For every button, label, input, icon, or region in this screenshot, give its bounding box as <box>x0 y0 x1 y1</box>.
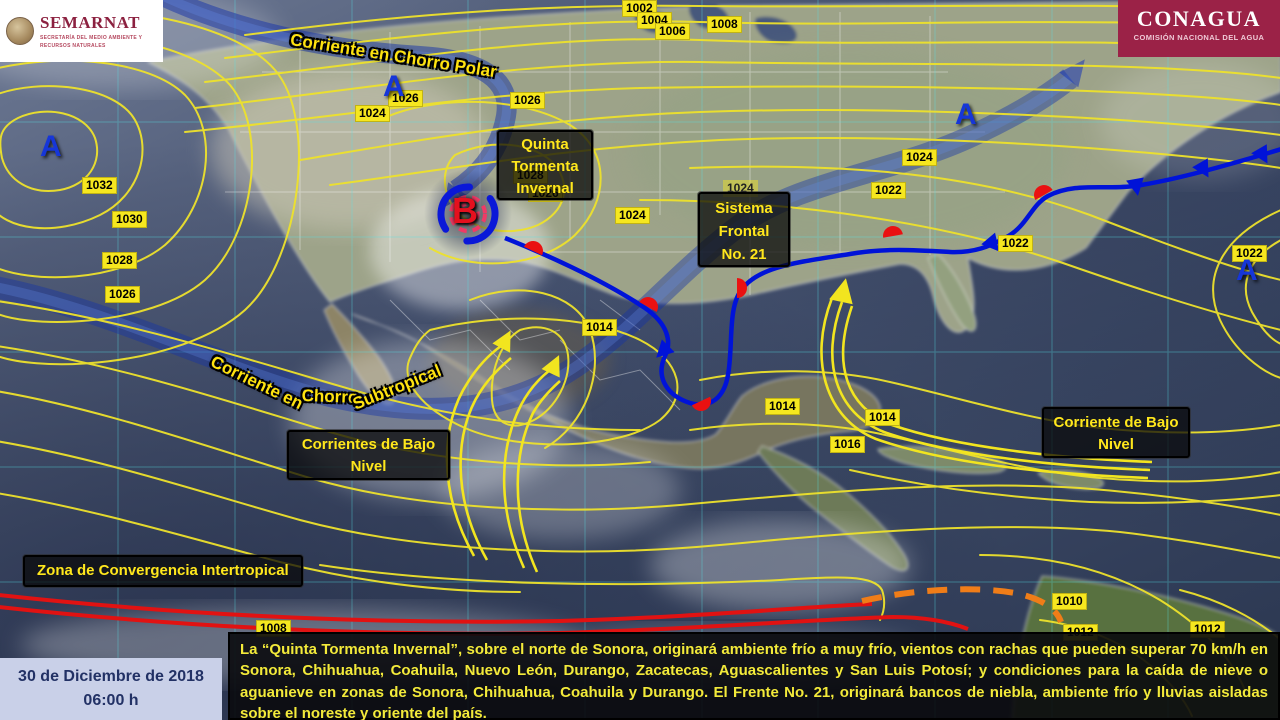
warm-front-markers <box>523 185 1053 411</box>
itcz-label-box: Zona de Convergencia Intertropical <box>23 555 303 587</box>
low-pressure-letter: B <box>452 190 478 231</box>
conagua-logo: CONAGUA COMISIÓN NACIONAL DEL AGUA <box>1118 0 1280 57</box>
frontal-system-21 <box>504 144 1280 411</box>
high-pressure-letter: A <box>383 70 405 103</box>
llc2-line2: Nivel <box>1098 436 1134 453</box>
llc2-line1: Corriente de Bajo <box>1053 414 1179 431</box>
isobar-label: 1024 <box>902 149 937 166</box>
low-level-currents-label-box: Corrientes de Bajo Nivel <box>287 430 450 480</box>
semarnat-logo: SEMARNAT SECRETARÍA DEL MEDIO AMBIENTE Y… <box>0 0 163 62</box>
low-level-current-arrows <box>445 278 1153 573</box>
isobar-label: 1014 <box>865 409 900 426</box>
semarnat-eagle-emblem-icon <box>6 17 34 45</box>
isobar-label: 1008 <box>707 16 742 33</box>
llc-line1: Corrientes de Bajo <box>301 436 436 453</box>
semarnat-subtitle-line1: SECRETARÍA DEL MEDIO AMBIENTE Y <box>40 35 143 41</box>
low-pressure-symbol <box>424 169 512 257</box>
semarnat-subtitle-line2: RECURSOS NATURALES <box>40 43 106 49</box>
low-level-current-label-box: Corriente de Bajo Nivel <box>1042 407 1190 458</box>
conagua-title: CONAGUA <box>1136 6 1262 31</box>
isobar-label: 1022 <box>998 235 1033 252</box>
itcz-lines <box>0 593 969 636</box>
llc-line2: Nivel <box>350 458 387 475</box>
isobar-label: 1006 <box>655 23 690 40</box>
map-time: 06:00 h <box>83 692 139 709</box>
isobar-label: 1024 <box>355 105 390 122</box>
isobar-label: 1016 <box>830 436 865 453</box>
isobar-label: 1014 <box>582 319 617 336</box>
isobar-label: 1014 <box>765 398 800 415</box>
frontal-system-label-box: Sistema Frontal No. 21 <box>698 192 790 267</box>
conagua-subtitle: COMISIÓN NACIONAL DEL AGUA <box>1133 33 1265 42</box>
storm-line2: Tormenta <box>511 158 579 175</box>
isobar-label: 1010 <box>1052 593 1087 610</box>
isobar-label: 1028 <box>102 252 137 269</box>
high-pressure-letter: A <box>1236 254 1258 287</box>
isobar-label: 1022 <box>1232 245 1267 262</box>
trough-dashed-line <box>861 586 1064 624</box>
storm-line1: Quinta <box>521 136 569 153</box>
cold-front-markers <box>656 144 1268 358</box>
front-line3: No. 21 <box>721 246 767 263</box>
isobar-label: 1032 <box>82 177 117 194</box>
isobar-label: 1030 <box>112 211 147 228</box>
isobar-label: 1026 <box>105 286 140 303</box>
isobar-label: 1026 <box>510 92 545 109</box>
isobar-label: 1022 <box>871 182 906 199</box>
winter-storm-label-box: Quinta Tormenta Invernal <box>497 130 593 200</box>
semarnat-title: SEMARNAT <box>40 13 141 32</box>
datetime-box: 30 de Diciembre de 2018 06:00 h <box>0 658 222 720</box>
map-date: 30 de Diciembre de 2018 <box>18 668 204 685</box>
isobar-label: 1024 <box>615 207 650 224</box>
storm-line3: Invernal <box>516 180 574 197</box>
front-line1: Sistema <box>715 200 773 217</box>
high-pressure-letter: A <box>40 130 62 163</box>
isobar-label: 1026 <box>388 90 423 107</box>
high-pressure-letter: A <box>955 98 977 131</box>
weather-bulletin-text: La “Quinta Tormenta Invernal”, sobre el … <box>228 632 1280 720</box>
front-line2: Frontal <box>718 223 770 240</box>
